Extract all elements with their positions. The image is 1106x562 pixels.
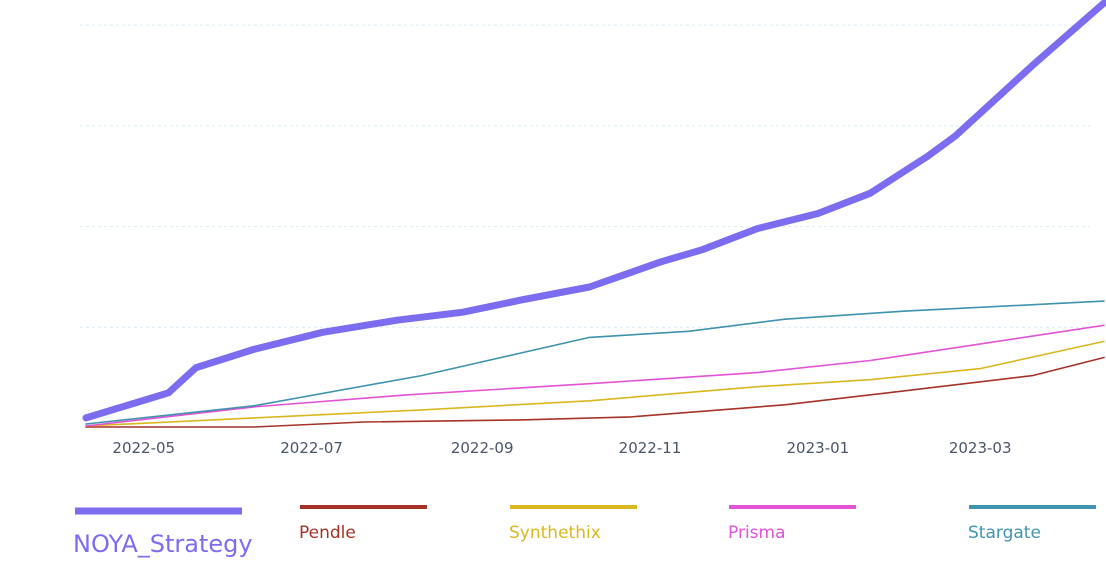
- series-line-noya-strategy: [82, 0, 1106, 422]
- x-tick-label: 2023-03: [949, 439, 1012, 457]
- legend-item-synthethix[interactable]: Synthethix: [509, 505, 637, 543]
- grid-lines: [80, 24, 1090, 328]
- legend-item-pendle[interactable]: Pendle: [299, 505, 427, 543]
- x-tick-label: 2023-01: [787, 439, 850, 457]
- x-tick-label: 2022-09: [451, 439, 514, 457]
- x-tick-label: 2022-11: [619, 439, 682, 457]
- legend-label: Stargate: [968, 523, 1041, 543]
- x-tick-label: 2022-07: [280, 439, 343, 457]
- legend-item-stargate[interactable]: Stargate: [968, 505, 1096, 543]
- legend-label: Prisma: [728, 523, 786, 543]
- legend-label: Synthethix: [509, 523, 601, 543]
- legend-item-noya-strategy[interactable]: NOYA_Strategy: [73, 507, 253, 558]
- legend-label: Pendle: [299, 523, 356, 543]
- legend: NOYA_Strategy Pendle Synthethix Prisma Starg…: [73, 505, 1096, 558]
- legend-label: NOYA_Strategy: [73, 530, 253, 558]
- series-line-stargate: [85, 300, 1105, 425]
- series-line-prisma: [85, 324, 1105, 427]
- x-axis: 2022-05 2022-07 2022-09 2022-11 2023-01 2023-…: [112, 439, 1011, 457]
- x-tick-label: 2022-05: [112, 439, 175, 457]
- plot-area: [82, 0, 1106, 428]
- legend-item-prisma[interactable]: Prisma: [728, 505, 856, 543]
- series-line-pendle: [85, 356, 1105, 428]
- series-line-synthethix: [85, 340, 1105, 427]
